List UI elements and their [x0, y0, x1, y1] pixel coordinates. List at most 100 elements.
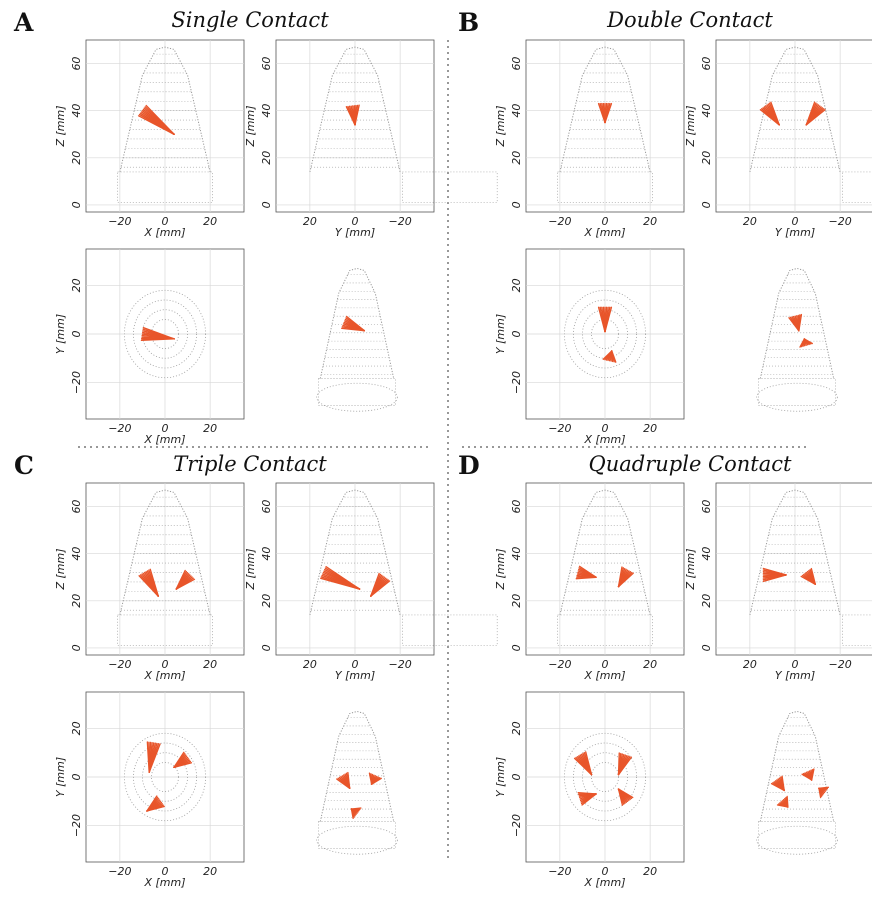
x-axis-label: X [mm] — [583, 226, 625, 239]
y-tick-label: 0 — [510, 644, 523, 651]
contact-arrow — [800, 575, 817, 586]
y-tick-label: 0 — [260, 201, 273, 208]
x-tick-label: 0 — [162, 658, 169, 671]
axes-frame — [715, 482, 872, 656]
x-tick-label: 0 — [792, 658, 799, 671]
y-tick-label: 0 — [70, 774, 83, 781]
mesh-ring — [573, 299, 638, 369]
x-tick-label: −20 — [389, 215, 412, 228]
x-tick-label: 20 — [743, 215, 757, 228]
mesh-base — [758, 378, 836, 406]
y-tick-label: 0 — [700, 201, 713, 208]
x-axis-label: X [mm] — [583, 433, 625, 446]
subplot-yz: 20 0 −20 0 20 40 60 Y [mm] Z [mm] — [244, 39, 498, 239]
mesh-ring — [123, 732, 207, 822]
x-tick-label: 20 — [303, 215, 317, 228]
y-tick-label: 20 — [260, 594, 273, 608]
y-tick-label: −20 — [510, 814, 523, 837]
contact-arrow — [759, 109, 780, 126]
y-axis-label: Z [mm] — [684, 105, 697, 147]
panel-title-c: Triple Contact — [173, 452, 327, 476]
y-tick-label: 60 — [700, 57, 713, 71]
x-tick-label: 0 — [162, 215, 169, 228]
y-axis-label: Y [mm] — [54, 757, 67, 797]
contact-arrow — [146, 795, 158, 812]
x-tick-label: −20 — [548, 422, 571, 435]
x-axis-label: Y [mm] — [335, 226, 375, 239]
contact-arrow — [617, 788, 634, 799]
contact-arrow — [581, 793, 597, 806]
y-tick-label: 40 — [260, 547, 273, 561]
subplot-xy: −20 0 20 −20 0 20 X [mm] Y [mm] — [494, 691, 685, 889]
y-tick-label: 60 — [260, 57, 273, 71]
x-tick-label: 0 — [602, 215, 609, 228]
contact-arrow — [617, 752, 620, 776]
y-tick-label: 40 — [70, 547, 83, 561]
mesh-ring — [151, 762, 179, 792]
mesh-ring — [573, 742, 638, 812]
mesh-ring — [563, 289, 647, 379]
x-tick-label: 0 — [602, 658, 609, 671]
contact-arrow — [617, 566, 623, 588]
x-tick-label: 0 — [352, 658, 359, 671]
x-tick-label: 0 — [352, 215, 359, 228]
mesh-outline — [319, 710, 395, 822]
subplot-xy: −20 0 20 −20 0 20 X [mm] Y [mm] — [54, 691, 245, 889]
subplot-xz: −20 0 20 0 20 40 60 X [mm] Z [mm] — [494, 482, 685, 682]
x-axis-label: X [mm] — [143, 226, 185, 239]
y-tick-label: 0 — [70, 331, 83, 338]
mesh-ring — [591, 762, 619, 792]
mesh-ring — [123, 289, 207, 379]
x-axis-label: Y [mm] — [775, 226, 815, 239]
x-tick-label: −20 — [548, 865, 571, 878]
mesh-base — [758, 821, 836, 849]
y-tick-label: 0 — [700, 644, 713, 651]
contact-arrow — [173, 751, 185, 768]
y-tick-label: 20 — [700, 594, 713, 608]
x-tick-label: 20 — [643, 865, 657, 878]
y-tick-label: 40 — [700, 104, 713, 118]
mesh-outline — [559, 46, 651, 173]
y-tick-label: 60 — [260, 500, 273, 514]
subplot-xy: −20 0 20 −20 0 20 X [mm] Y [mm] — [54, 248, 245, 446]
x-tick-label: −20 — [389, 658, 412, 671]
mesh-ring — [142, 752, 188, 802]
contact-arrow — [341, 327, 366, 332]
x-tick-label: 20 — [203, 658, 217, 671]
y-tick-label: 40 — [70, 104, 83, 118]
contact-arrow — [788, 317, 800, 332]
y-tick-label: 0 — [510, 331, 523, 338]
x-tick-label: 20 — [203, 865, 217, 878]
mesh-ring — [582, 752, 628, 802]
panel-title-a: Single Contact — [171, 8, 329, 32]
x-axis-label: X [mm] — [143, 433, 185, 446]
mesh-base — [318, 378, 396, 406]
y-tick-label: 0 — [70, 644, 83, 651]
contact-arrow — [140, 338, 175, 342]
contact-arrow — [805, 101, 816, 126]
subplot-3d — [316, 710, 398, 855]
x-tick-label: 0 — [602, 422, 609, 435]
subplot-yz: 20 0 −20 0 20 40 60 Y [mm] Z [mm] — [684, 482, 872, 682]
x-axis-label: X [mm] — [143, 876, 185, 889]
contact-arrow — [175, 569, 186, 590]
subplot-xz: −20 0 20 0 20 40 60 X [mm] Z [mm] — [54, 39, 245, 239]
subplot-3d — [756, 710, 838, 855]
y-axis-label: Z [mm] — [244, 105, 257, 147]
subplot-yz: 20 0 −20 0 20 40 60 Y [mm] Z [mm] — [684, 39, 872, 239]
contact-arrow — [146, 741, 150, 773]
mesh-outline — [749, 489, 841, 616]
y-axis-label: Z [mm] — [244, 548, 257, 590]
x-tick-label: −20 — [548, 215, 571, 228]
panel-letter-a: A — [13, 8, 34, 37]
y-axis-label: Z [mm] — [54, 105, 67, 147]
panel-letter-c: C — [14, 451, 34, 480]
mesh-outline — [309, 489, 401, 616]
contact-arrow — [818, 786, 830, 789]
y-tick-label: 0 — [510, 201, 523, 208]
x-tick-label: 0 — [602, 865, 609, 878]
panel-letter-d: D — [458, 451, 480, 480]
